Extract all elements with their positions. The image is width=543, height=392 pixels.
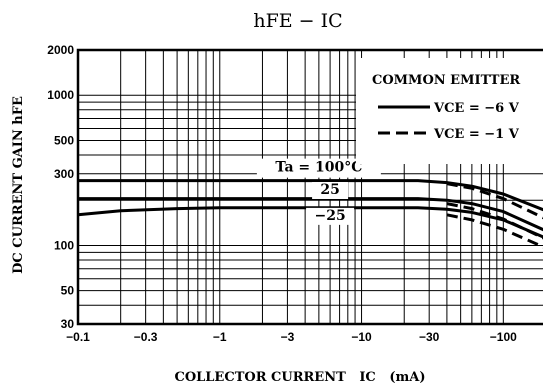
x-tick-label: −0.1 — [66, 330, 90, 344]
curve-vce-1v — [446, 182, 543, 220]
x-tick-label: −1 — [213, 330, 227, 344]
x-tick-label: −0.3 — [134, 330, 158, 344]
legend-title: COMMON EMITTER — [372, 73, 520, 88]
curve-vce-1v — [446, 202, 543, 240]
legend-entry-solid: VCE = −6 V — [433, 101, 520, 116]
legend-box — [356, 58, 543, 164]
x-tick-label: −30 — [419, 330, 440, 344]
curve-annotation: Ta = 100°C — [275, 160, 362, 176]
chart-title: hFE − IC — [253, 10, 342, 32]
y-tick-label: 500 — [54, 133, 74, 147]
curve-annotation: 25 — [320, 182, 339, 198]
data-curves — [77, 179, 543, 249]
curve-vce-1v — [446, 213, 543, 249]
y-tick-label: 100 — [54, 238, 74, 252]
legend-entry-dashed: VCE = −1 V — [433, 127, 520, 142]
annotation-bg — [256, 158, 381, 178]
curve-annotations: Ta = 100°C 25 −25 — [256, 158, 381, 225]
y-tick-label: 30 — [61, 317, 75, 331]
y-tick-label: 1000 — [47, 88, 74, 102]
curve-vce-6v — [77, 206, 543, 239]
y-axis-label: DC CURRENT GAIN hFE — [11, 96, 26, 274]
curve-vce-6v — [78, 179, 543, 212]
y-tick-label: 2000 — [47, 43, 74, 57]
y-tick-label: 50 — [61, 284, 75, 298]
x-tick-label: −3 — [281, 330, 295, 344]
x-tick-label: −100 — [490, 330, 517, 344]
x-tick-label: −10 — [351, 330, 372, 344]
x-axis-label: COLLECTOR CURRENT IC (mA) — [174, 370, 425, 385]
curve-annotation: −25 — [314, 208, 345, 224]
axis-tick-labels: −0.1 −0.3 −1 −3 −10 −30 −100 30 50 100 300 500 1000 2… — [47, 43, 517, 344]
y-tick-label: 300 — [54, 167, 74, 181]
legend: COMMON EMITTER VCE = −6 V VCE = −1 V — [356, 58, 543, 164]
plot-frame — [76, 48, 543, 326]
annotation-bg — [306, 207, 355, 225]
annotation-bg — [312, 182, 349, 200]
curve-vce-6v — [78, 197, 543, 232]
